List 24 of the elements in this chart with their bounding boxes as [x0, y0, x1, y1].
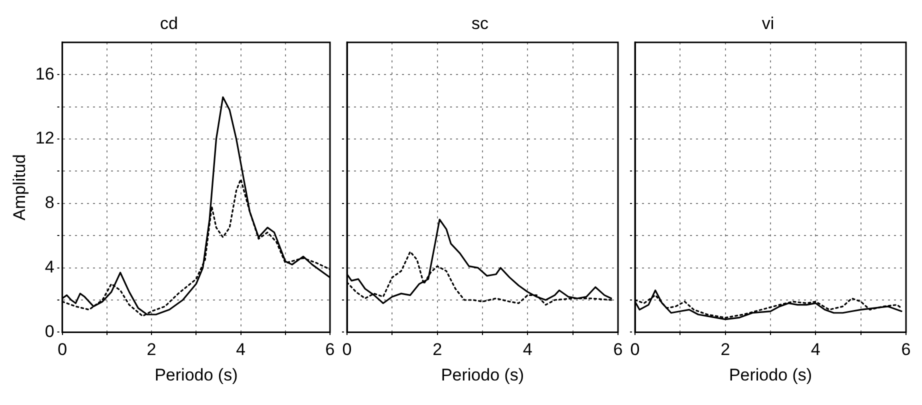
x-tick-label: 0 [630, 340, 640, 360]
chart-title: vi [762, 14, 774, 33]
x-tick-label: 6 [901, 340, 911, 360]
x-tick-label: 6 [325, 340, 335, 360]
y-tick-label: 0 [44, 322, 54, 341]
chart-title: cd [160, 14, 178, 33]
y-axis-title: Amplitud [10, 154, 29, 220]
y-tick-label: 8 [44, 193, 54, 212]
x-axis-title: Periodo (s) [154, 365, 238, 384]
x-tick-label: 2 [720, 340, 730, 360]
x-tick-label: 4 [522, 340, 532, 360]
x-axis-title: Periodo (s) [440, 365, 524, 384]
x-tick-label: 0 [58, 340, 68, 360]
x-tick-label: 4 [810, 340, 820, 360]
x-tick-label: 2 [146, 340, 156, 360]
x-tick-label: 0 [342, 340, 352, 360]
chart-title: sc [472, 14, 489, 33]
y-tick-label: 4 [44, 257, 54, 276]
y-tick-label: 12 [35, 128, 54, 148]
y-tick-label: 16 [35, 64, 54, 84]
x-tick-label: 6 [613, 340, 623, 360]
x-tick-label: 2 [432, 340, 442, 360]
x-tick-label: 4 [236, 340, 246, 360]
x-axis-title: Periodo (s) [728, 365, 812, 384]
